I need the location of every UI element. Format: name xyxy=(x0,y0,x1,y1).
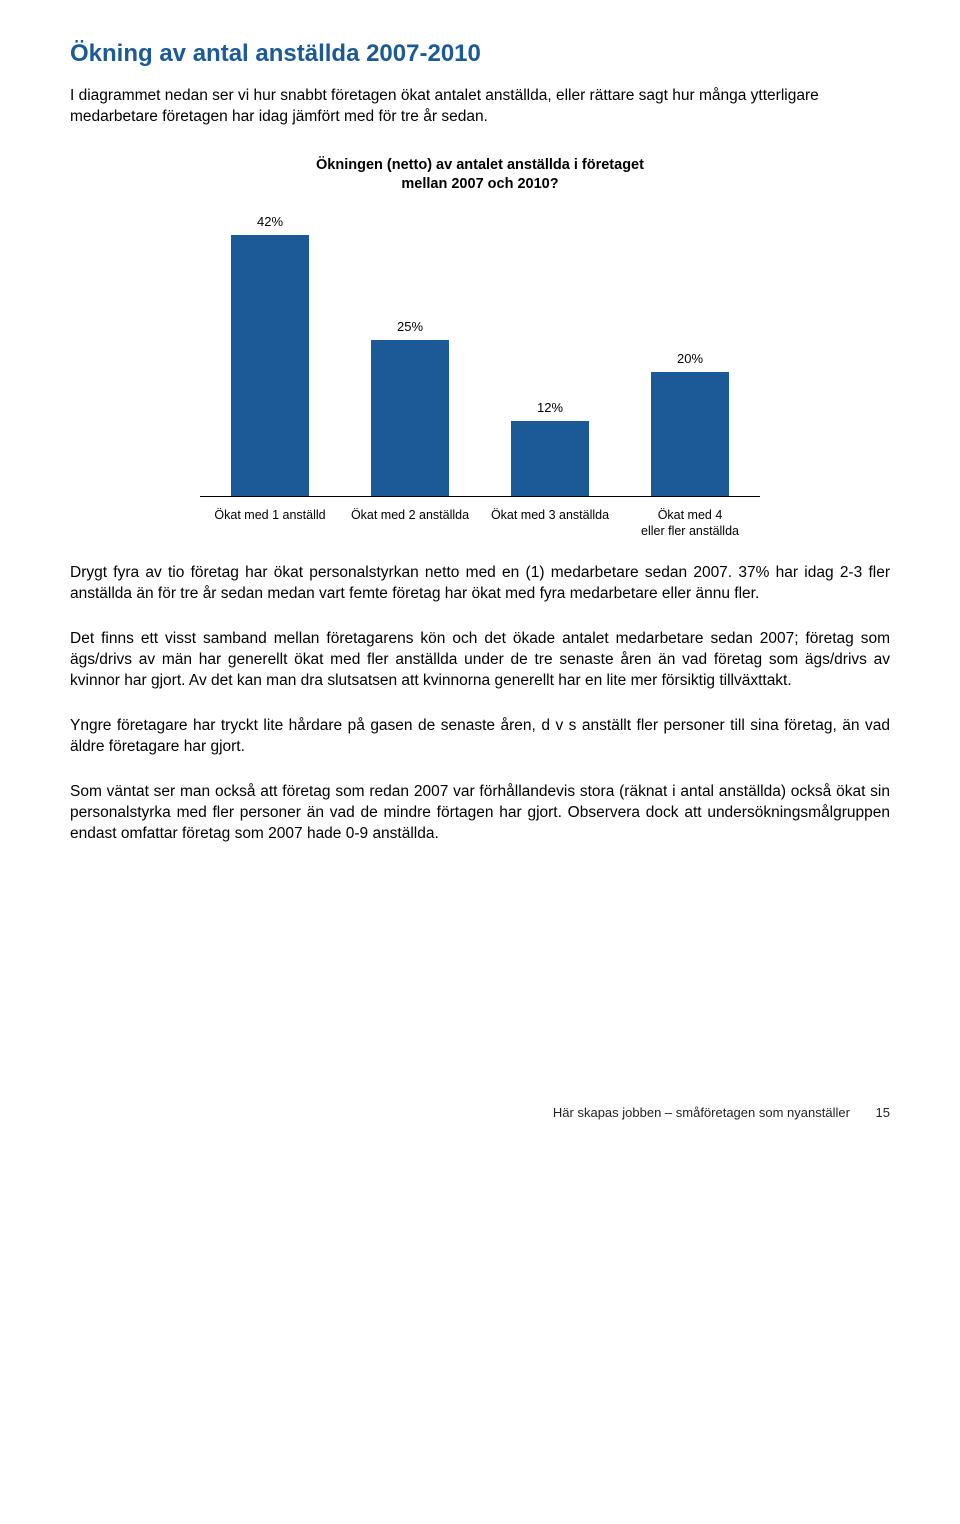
paragraph-1: Drygt fyra av tio företag har ökat perso… xyxy=(70,563,890,605)
bar-chart: Ökningen (netto) av antalet anställda i … xyxy=(200,156,760,540)
xaxis-label: Ökat med 3 anställda xyxy=(490,507,610,540)
page-footer: Här skapas jobben – småföretagen som nya… xyxy=(70,1105,890,1120)
page-title: Ökning av antal anställda 2007-2010 xyxy=(70,40,890,68)
intro-paragraph: I diagrammet nedan ser vi hur snabbt för… xyxy=(70,86,890,128)
paragraph-2: Det finns ett visst samband mellan föret… xyxy=(70,629,890,692)
bar-value-label: 25% xyxy=(397,319,423,334)
bar-group: 12% xyxy=(490,400,610,496)
chart-plot-area: 42% 25% 12% 20% xyxy=(200,217,760,497)
chart-title: Ökningen (netto) av antalet anställda i … xyxy=(200,156,760,195)
bar-value-label: 42% xyxy=(257,214,283,229)
bar-rect xyxy=(651,372,729,496)
bar-group: 25% xyxy=(350,319,470,496)
bar-rect xyxy=(371,340,449,496)
xaxis-label: Ökat med 1 anställd xyxy=(210,507,330,540)
bar-value-label: 12% xyxy=(537,400,563,415)
chart-title-line1: Ökningen (netto) av antalet anställda i … xyxy=(316,157,644,173)
bar-rect xyxy=(511,421,589,496)
bar-group: 42% xyxy=(210,214,330,496)
footer-page-number: 15 xyxy=(876,1105,890,1120)
chart-xaxis: Ökat med 1 anställd Ökat med 2 anställda Ö… xyxy=(200,507,760,540)
xaxis-label: Ökat med 4eller fler anställda xyxy=(630,507,750,540)
xaxis-label: Ökat med 2 anställda xyxy=(350,507,470,540)
bar-group: 20% xyxy=(630,351,750,496)
paragraph-3: Yngre företagare har tryckt lite hårdare… xyxy=(70,716,890,758)
bar-rect xyxy=(231,235,309,496)
chart-title-line2: mellan 2007 och 2010? xyxy=(401,176,558,192)
bar-value-label: 20% xyxy=(677,351,703,366)
paragraph-4: Som väntat ser man också att företag som… xyxy=(70,782,890,845)
footer-text: Här skapas jobben – småföretagen som nya… xyxy=(553,1105,850,1120)
